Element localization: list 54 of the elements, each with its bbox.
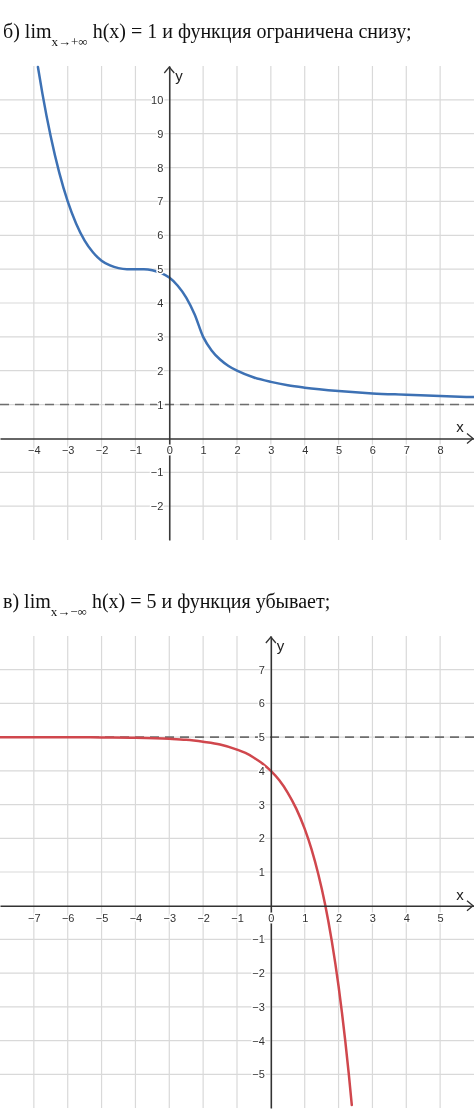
x-tick-label: 4 (403, 911, 410, 924)
y-tick-label: 1 (258, 866, 265, 879)
x-tick-label: 4 (302, 444, 309, 457)
y-axis-title: y (175, 67, 184, 84)
y-tick-label: −3 (252, 1000, 265, 1013)
x-tick-label: 1 (200, 444, 207, 457)
x-tick-label: 3 (369, 911, 376, 924)
chart-title: в) lim$_{x→−∞}$ h(x) = 5 и функция убывает; (3, 590, 331, 619)
x-tick-label: 2 (234, 444, 241, 457)
x-tick-label: 7 (403, 444, 410, 457)
y-tick-label: 9 (157, 127, 164, 140)
y-tick-label: 1 (157, 398, 164, 411)
y-tick-label: −2 (150, 500, 164, 513)
x-tick-label: −2 (197, 911, 210, 924)
y-tick-label: −2 (252, 967, 265, 980)
y-tick-label: 6 (157, 229, 164, 242)
y-tick-label: 4 (157, 297, 164, 310)
y-tick-label: −4 (252, 1034, 265, 1047)
x-tick-label: 3 (268, 444, 275, 457)
chart-title: б) lim$_{x→+∞}$ h(x) = 1 и функция ограничена снизу; (3, 20, 412, 49)
x-tick-label: −4 (28, 444, 41, 457)
x-tick-label: 8 (437, 444, 444, 457)
y-tick-label: 3 (258, 798, 265, 811)
line-series (36, 65, 474, 399)
x-tick-label: 5 (336, 444, 343, 457)
x-axis-title: x (456, 418, 465, 436)
y-tick-label: −1 (150, 466, 164, 479)
y-tick-label: 8 (157, 161, 164, 174)
y-tick-label: 6 (258, 697, 265, 710)
x-tick-label: −1 (231, 911, 244, 924)
y-tick-label: 7 (157, 195, 164, 208)
x-axis-title: x (456, 885, 465, 903)
x-tick-label: 1 (302, 911, 309, 924)
x-tick-label: −6 (61, 911, 75, 924)
line-series (0, 735, 354, 1107)
y-axis-title: y (276, 637, 285, 654)
y-tick-label: 2 (157, 364, 164, 377)
y-tick-label: 5 (157, 263, 164, 276)
x-tick-label: 6 (369, 444, 376, 457)
x-tick-label: −3 (61, 444, 75, 457)
y-tick-label: 3 (157, 330, 164, 343)
y-tick-label: 10 (151, 93, 164, 106)
x-tick-label: 2 (336, 911, 343, 924)
x-tick-label: −2 (95, 444, 109, 457)
x-tick-label: −1 (129, 444, 143, 457)
x-tick-label: 5 (437, 911, 444, 924)
y-tick-label: 4 (258, 764, 265, 777)
x-tick-label: −4 (129, 911, 143, 924)
y-tick-label: −1 (252, 933, 265, 946)
x-tick-label: −7 (28, 911, 41, 924)
x-tick-label: −5 (95, 911, 109, 924)
y-tick-label: 2 (258, 832, 265, 845)
y-tick-label: 7 (258, 663, 265, 676)
y-tick-label: −5 (252, 1068, 265, 1081)
